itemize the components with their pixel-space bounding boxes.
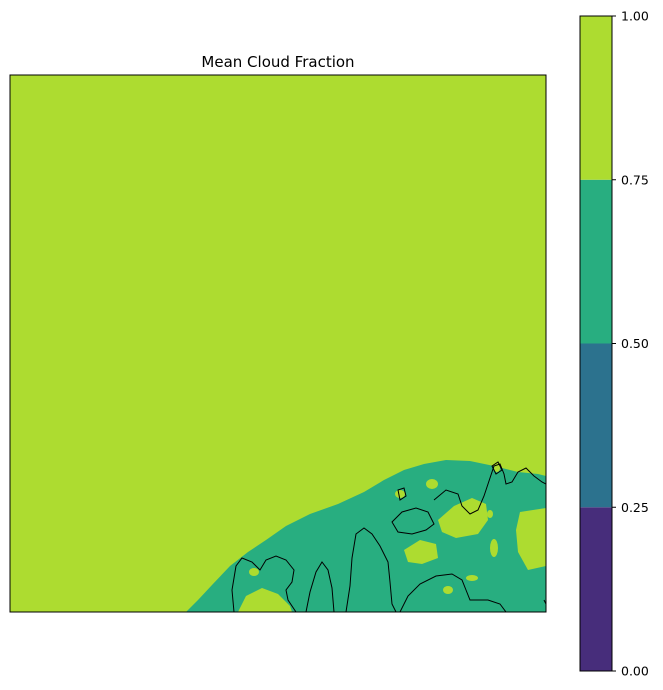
map-panel bbox=[9, 74, 547, 613]
high-patches bbox=[238, 464, 546, 612]
colorbar-tick-label: 0.25 bbox=[621, 500, 649, 515]
map-frame bbox=[9, 74, 547, 613]
chart-title: Mean Cloud Fraction bbox=[201, 53, 354, 71]
coastline bbox=[231, 461, 546, 612]
colorbar-band-2 bbox=[580, 179, 612, 344]
colorbar-band-1 bbox=[580, 343, 612, 508]
colorbar-tick-label: 0.75 bbox=[621, 172, 649, 187]
colorbar-band-0 bbox=[580, 507, 612, 671]
colorbar-band-3 bbox=[580, 16, 612, 180]
cloud-fraction-mid-region bbox=[186, 460, 546, 612]
colorbar-tick-label: 0.50 bbox=[621, 336, 649, 351]
colorbar-tick-label: 0.00 bbox=[621, 664, 649, 679]
colorbar: 0.00 0.25 0.50 0.75 1.00 bbox=[579, 9, 649, 679]
colorbar-tick-label: 1.00 bbox=[621, 9, 649, 24]
